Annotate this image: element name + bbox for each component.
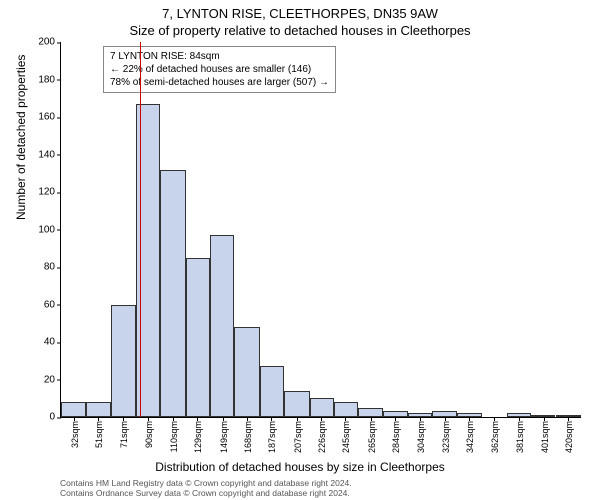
y-tick: 0 bbox=[49, 412, 61, 423]
x-tick: 51sqm bbox=[94, 417, 104, 448]
title-line-2: Size of property relative to detached ho… bbox=[0, 21, 600, 38]
histogram-bar bbox=[186, 258, 210, 417]
x-tick: 342sqm bbox=[465, 417, 475, 453]
x-axis-label: Distribution of detached houses by size … bbox=[0, 460, 600, 474]
x-tick: 323sqm bbox=[441, 417, 451, 453]
x-tick: 401sqm bbox=[540, 417, 550, 453]
histogram-bar bbox=[160, 170, 185, 418]
histogram-bar bbox=[310, 398, 334, 417]
chart-plot-area: 7 LYNTON RISE: 84sqm ← 22% of detached h… bbox=[60, 42, 581, 418]
y-tick: 60 bbox=[44, 299, 61, 310]
x-tick: 149sqm bbox=[219, 417, 229, 453]
chart-container: 7, LYNTON RISE, CLEETHORPES, DN35 9AW Si… bbox=[0, 0, 600, 500]
x-tick: 265sqm bbox=[367, 417, 377, 453]
x-tick: 32sqm bbox=[70, 417, 80, 448]
y-tick: 160 bbox=[38, 112, 61, 123]
y-tick: 20 bbox=[44, 374, 61, 385]
annotation-line-2: ← 22% of detached houses are smaller (14… bbox=[110, 63, 329, 76]
y-tick: 140 bbox=[38, 149, 61, 160]
x-tick: 90sqm bbox=[144, 417, 154, 448]
y-tick: 100 bbox=[38, 224, 61, 235]
annotation-box: 7 LYNTON RISE: 84sqm ← 22% of detached h… bbox=[103, 46, 336, 93]
annotation-line-1: 7 LYNTON RISE: 84sqm bbox=[110, 50, 329, 63]
histogram-bar bbox=[234, 327, 259, 417]
x-tick: 420sqm bbox=[564, 417, 574, 453]
reference-line bbox=[140, 42, 141, 417]
title-line-1: 7, LYNTON RISE, CLEETHORPES, DN35 9AW bbox=[0, 0, 600, 21]
histogram-bar bbox=[111, 305, 136, 418]
y-tick: 80 bbox=[44, 262, 61, 273]
x-tick: 129sqm bbox=[193, 417, 203, 453]
x-tick: 71sqm bbox=[119, 417, 129, 448]
footer-line-2: Contains Ordnance Survey data © Crown co… bbox=[60, 488, 352, 498]
footer-line-1: Contains HM Land Registry data © Crown c… bbox=[60, 478, 352, 488]
annotation-line-3: 78% of semi-detached houses are larger (… bbox=[110, 76, 329, 89]
histogram-bar bbox=[334, 402, 358, 417]
histogram-bar bbox=[260, 366, 284, 417]
y-tick: 180 bbox=[38, 74, 61, 85]
x-tick: 284sqm bbox=[391, 417, 401, 453]
x-tick: 187sqm bbox=[267, 417, 277, 453]
histogram-bar bbox=[358, 408, 383, 417]
y-tick: 200 bbox=[38, 37, 61, 48]
x-tick: 362sqm bbox=[490, 417, 500, 453]
x-tick: 381sqm bbox=[515, 417, 525, 453]
x-tick: 207sqm bbox=[293, 417, 303, 453]
x-tick: 110sqm bbox=[169, 417, 179, 452]
y-tick: 120 bbox=[38, 187, 61, 198]
x-tick: 304sqm bbox=[416, 417, 426, 453]
y-axis-label: Number of detached properties bbox=[14, 55, 28, 220]
histogram-bar bbox=[210, 235, 234, 417]
y-tick: 40 bbox=[44, 337, 61, 348]
x-tick: 168sqm bbox=[243, 417, 253, 453]
histogram-bar bbox=[61, 402, 86, 417]
histogram-bar bbox=[86, 402, 110, 417]
histogram-bar bbox=[284, 391, 309, 417]
footer-text: Contains HM Land Registry data © Crown c… bbox=[60, 478, 352, 498]
x-tick: 245sqm bbox=[341, 417, 351, 453]
x-tick: 226sqm bbox=[317, 417, 327, 453]
